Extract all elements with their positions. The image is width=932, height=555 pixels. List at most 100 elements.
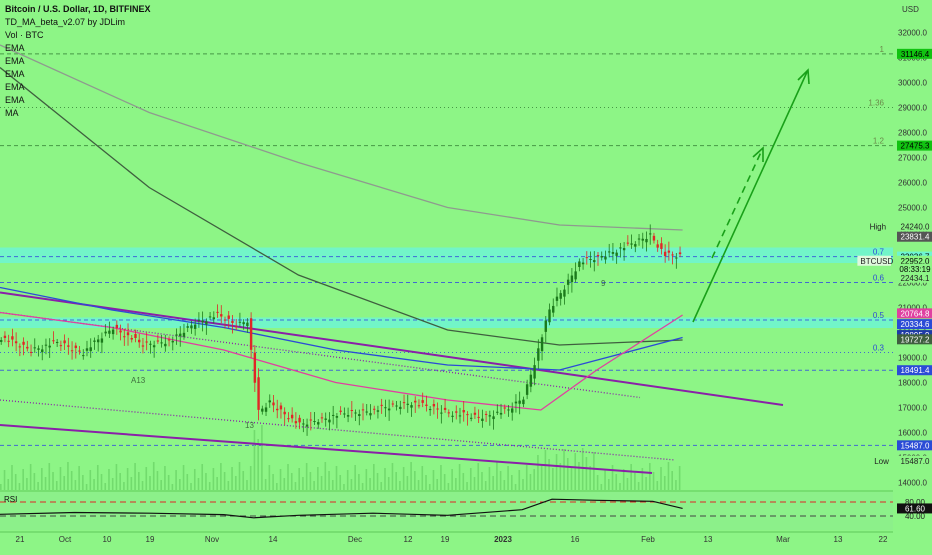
volume-bar (626, 478, 629, 490)
time-tick-label: 10 (103, 535, 112, 544)
volume-bar (607, 479, 610, 490)
volume-bar (313, 481, 315, 490)
candle-body (160, 342, 163, 344)
candle-body (182, 332, 186, 337)
volume-bar (518, 470, 521, 490)
candle-body (156, 340, 160, 342)
candle-body (149, 343, 152, 345)
price-label-text: 15487.0 (901, 457, 930, 466)
candle-body (593, 260, 596, 263)
candle-body (29, 351, 33, 353)
candle-body (421, 400, 424, 403)
candle-body (276, 408, 279, 411)
candle-body (123, 336, 126, 338)
volume-bar (671, 471, 673, 490)
volume-bar (369, 478, 371, 490)
volume-bar (447, 483, 450, 490)
time-tick-label: Feb (641, 535, 655, 544)
volume-bar (134, 463, 136, 490)
candle-body (242, 322, 245, 325)
candle-body (33, 347, 36, 349)
volume-bar (0, 484, 2, 490)
fib-level-label: 0.5 (873, 311, 885, 320)
candle-body (18, 346, 22, 348)
volume-bar (268, 465, 271, 490)
price-label-text: 19727.2 (901, 335, 930, 344)
price-tick-label: 32000.0 (898, 29, 927, 38)
candle-body (473, 412, 477, 415)
trendline-upper (0, 291, 784, 406)
candle-body (399, 406, 402, 409)
candle-body (552, 305, 555, 313)
support-band (0, 317, 893, 328)
candle-body (313, 421, 316, 422)
indicator-volume[interactable]: Vol · BTC (5, 30, 44, 40)
moving-average-line (0, 66, 683, 346)
candle-body (395, 405, 398, 407)
indicator-ema-4[interactable]: EMA (5, 82, 25, 92)
fib-level-label: 1.2 (873, 137, 885, 146)
volume-bar (425, 475, 427, 490)
price-label-box (897, 365, 932, 376)
volume-bar (96, 465, 99, 490)
volume-bar (540, 464, 543, 490)
moving-average-line (0, 44, 683, 231)
volume-bar (231, 467, 233, 490)
candle-body (152, 345, 156, 348)
volume-bar (212, 468, 215, 490)
price-label-text: 24240.0 (901, 223, 930, 232)
volume-bar (380, 482, 383, 490)
candle-body (384, 407, 387, 409)
volume-bar (171, 484, 174, 490)
rsi-lower-label: 40.00 (905, 512, 926, 521)
candle-body (548, 309, 551, 323)
resistance-band (0, 247, 893, 263)
candle-body (126, 332, 130, 336)
indicator-ema-2[interactable]: EMA (5, 56, 25, 66)
volume-bar (89, 470, 92, 490)
volume-bar (119, 473, 121, 490)
candle-body (48, 345, 51, 348)
rsi-scale-box (897, 497, 932, 507)
indicator-ema-3[interactable]: EMA (5, 69, 25, 79)
volume-bar (365, 469, 368, 490)
volume-bar (328, 471, 330, 490)
candle-body (440, 412, 443, 414)
candle-body (402, 402, 406, 404)
rsi-value-label: 61.60 (905, 504, 926, 513)
candle-body (179, 333, 182, 337)
symbol-title[interactable]: Bitcoin / U.S. Dollar, 1D, BITFINEX (5, 4, 151, 14)
candle-body (3, 335, 7, 339)
volume-bar (343, 484, 345, 490)
rsi-line (0, 498, 683, 519)
volume-bar (216, 477, 218, 490)
volume-bar (70, 471, 73, 490)
candle-body (589, 258, 592, 260)
volume-bar (469, 468, 472, 490)
projection-arrow (692, 71, 808, 323)
candle-body (626, 242, 630, 244)
volume-bar (511, 475, 513, 490)
volume-bar (466, 482, 468, 490)
candle-body (663, 251, 667, 257)
indicator-ema-1[interactable]: EMA (5, 43, 25, 53)
volume-bar (108, 469, 110, 490)
candle-body (167, 339, 171, 341)
volume-bar (234, 476, 237, 490)
volume-bar (48, 463, 51, 490)
candle-body (220, 314, 223, 317)
price-tick-label: 16000.0 (898, 429, 927, 438)
price-label-text: 20764.8 (901, 309, 930, 318)
price-tick-label: 29000.0 (898, 104, 927, 113)
indicator-ema-5[interactable]: EMA (5, 95, 25, 105)
indicator-td-ma[interactable]: TD_MA_beta_v2.07 by JDLim (5, 17, 126, 27)
volume-bar (249, 466, 252, 490)
volume-bar (145, 467, 148, 490)
candle-body (59, 345, 63, 347)
indicator-ma[interactable]: MA (5, 108, 19, 118)
candle-body (231, 321, 234, 323)
candle-body (320, 417, 324, 419)
volume-bar (399, 481, 401, 490)
